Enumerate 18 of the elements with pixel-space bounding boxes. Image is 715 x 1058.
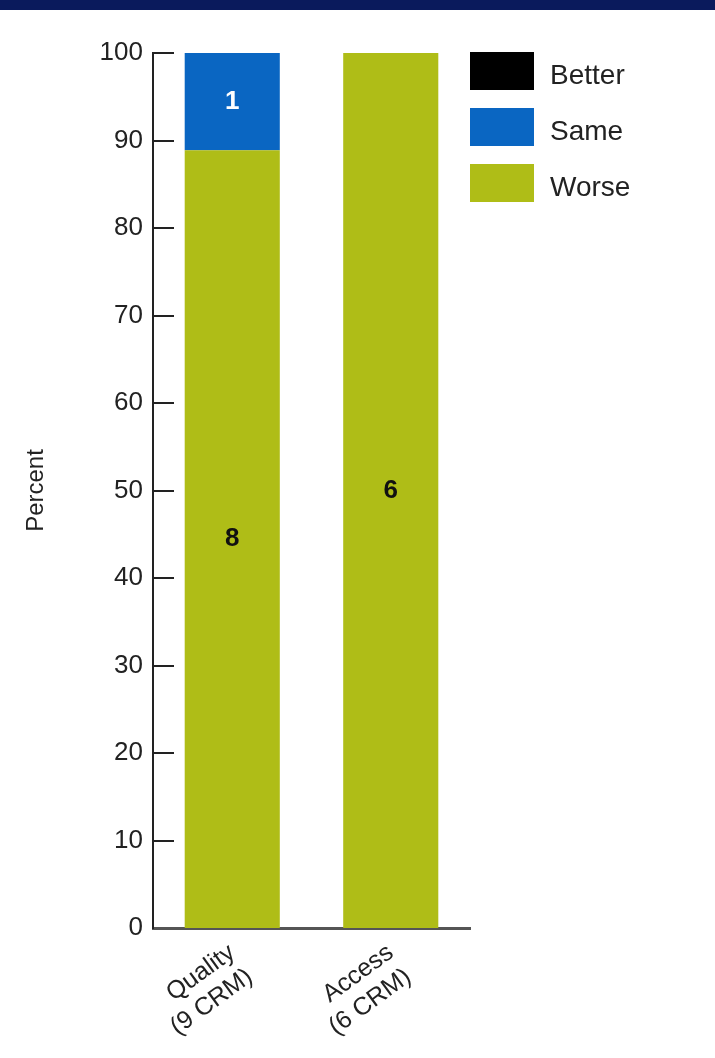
y-tick-label: 70 <box>114 298 143 329</box>
y-tick-label: 10 <box>114 823 143 854</box>
annotation: 1 <box>225 84 240 115</box>
y-tick-label: 60 <box>114 386 143 417</box>
legend-label: Worse <box>550 171 631 203</box>
y-tick-label: 40 <box>114 561 143 592</box>
y-tick-label: 90 <box>114 123 143 154</box>
annotation: 6 <box>383 473 398 504</box>
y-tick-label: 30 <box>114 648 143 679</box>
y-axis-title: Percent <box>21 448 49 532</box>
annotation: 8 <box>225 522 240 553</box>
y-tick-label: 80 <box>114 211 143 242</box>
y-tick-label: 100 <box>99 36 143 67</box>
legend-label: Better <box>550 59 625 91</box>
y-tick-label: 50 <box>114 473 143 504</box>
y-tick-label: 20 <box>114 736 143 767</box>
y-tick-label: 0 <box>128 911 143 942</box>
legend-label: Same <box>550 115 624 147</box>
